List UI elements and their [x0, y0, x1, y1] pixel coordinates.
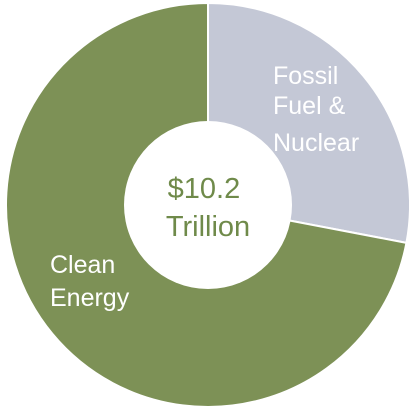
- slice-label-fossil-line-2: Fuel &: [273, 92, 346, 120]
- center-total-value: $10.2: [168, 173, 241, 205]
- slice-label-fossil-line-3: Nuclear: [273, 129, 359, 157]
- slice-label-clean: Clean Energy: [50, 251, 130, 312]
- slice-label-fossil-line-1: Fossil: [273, 62, 338, 90]
- slice-label-clean-line-1: Clean: [50, 251, 115, 279]
- donut-hole: [124, 121, 292, 289]
- center-total-unit: Trillion: [166, 211, 250, 243]
- slice-label-fossil: Fossil Fuel & Nuclear: [273, 62, 359, 157]
- slice-label-clean-line-2: Energy: [50, 284, 130, 312]
- center-total-label: $10.2 Trillion: [166, 173, 250, 243]
